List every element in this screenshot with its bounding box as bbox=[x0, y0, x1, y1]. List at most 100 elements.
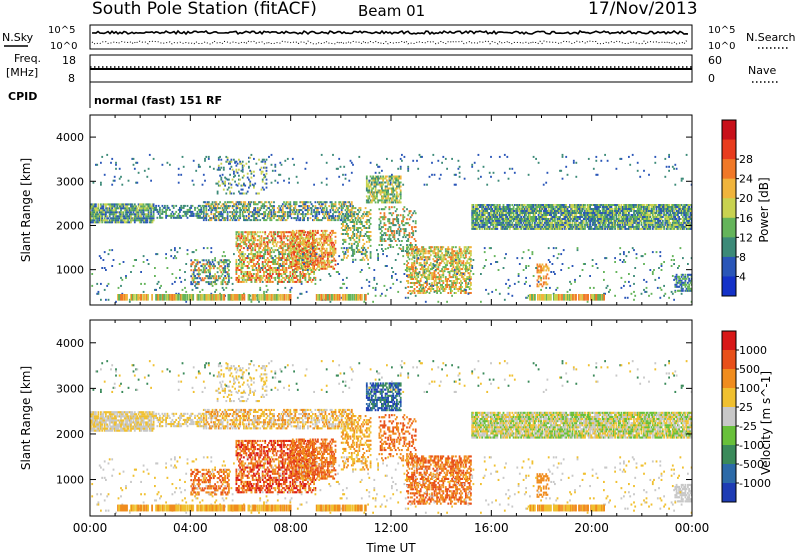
data-cell bbox=[257, 243, 259, 245]
data-cell bbox=[368, 219, 370, 221]
data-cell bbox=[469, 256, 471, 258]
data-cell bbox=[357, 231, 359, 233]
data-cell bbox=[379, 224, 381, 226]
data-cell bbox=[366, 257, 368, 259]
data-cell bbox=[351, 211, 353, 213]
data-cell bbox=[273, 235, 275, 237]
data-cell bbox=[283, 241, 285, 243]
data-cell bbox=[220, 177, 222, 179]
data-cell bbox=[414, 290, 416, 292]
data-cell bbox=[351, 235, 353, 237]
data-cell bbox=[419, 288, 421, 290]
data-cell bbox=[366, 255, 368, 257]
data-cell bbox=[407, 262, 409, 264]
data-cell bbox=[518, 216, 520, 218]
data-cell bbox=[192, 263, 194, 265]
data-cell bbox=[197, 263, 199, 265]
data-cell bbox=[341, 209, 343, 211]
data-cell bbox=[437, 272, 439, 274]
data-cell bbox=[368, 237, 370, 239]
data-cell bbox=[327, 238, 329, 240]
data-cell bbox=[287, 201, 289, 203]
data-cell bbox=[310, 230, 312, 232]
data-cell bbox=[479, 228, 481, 230]
data-cell bbox=[259, 271, 261, 273]
data-cell bbox=[415, 270, 417, 272]
data-cell bbox=[405, 230, 407, 232]
data-cell bbox=[251, 239, 253, 241]
data-cell bbox=[429, 270, 431, 272]
data-cell bbox=[465, 252, 467, 254]
data-cell bbox=[114, 205, 116, 207]
data-cell bbox=[331, 219, 333, 221]
data-cell bbox=[268, 259, 270, 261]
data-cell bbox=[533, 206, 535, 208]
data-cell bbox=[253, 171, 255, 173]
data-cell bbox=[407, 222, 409, 224]
data-cell bbox=[392, 212, 394, 214]
data-cell bbox=[271, 231, 273, 233]
data-cell bbox=[407, 254, 409, 256]
data-cell bbox=[278, 275, 280, 277]
data-cell bbox=[215, 277, 217, 279]
data-cell bbox=[254, 231, 256, 233]
data-cell bbox=[317, 232, 319, 234]
data-cell bbox=[262, 187, 264, 189]
data-cell bbox=[200, 207, 202, 209]
data-cell bbox=[225, 277, 227, 279]
data-cell bbox=[274, 241, 276, 243]
data-cell bbox=[242, 251, 244, 253]
data-cell bbox=[242, 279, 244, 281]
data-cell bbox=[450, 288, 452, 290]
data-cell bbox=[353, 233, 355, 235]
data-cell bbox=[439, 290, 441, 292]
data-cell bbox=[248, 233, 250, 235]
data-cell bbox=[282, 249, 284, 251]
data-cell bbox=[379, 208, 381, 210]
data-cell bbox=[389, 199, 391, 201]
data-cell bbox=[305, 207, 307, 209]
data-cell bbox=[239, 215, 241, 217]
data-cell bbox=[348, 243, 350, 245]
data-cell bbox=[499, 220, 501, 222]
data-cell bbox=[237, 237, 239, 239]
data-cell bbox=[337, 209, 339, 211]
data-cell bbox=[404, 206, 406, 208]
data-cell bbox=[192, 283, 194, 285]
beam-label: Beam 01 bbox=[358, 2, 425, 20]
data-cell bbox=[219, 169, 221, 171]
data-cell bbox=[277, 233, 279, 235]
data-cell bbox=[353, 221, 355, 223]
data-cell bbox=[381, 186, 383, 188]
data-cell bbox=[481, 228, 483, 230]
data-cell bbox=[308, 205, 310, 207]
data-cell bbox=[325, 266, 327, 268]
data-cell bbox=[165, 217, 167, 219]
data-cell bbox=[400, 182, 402, 184]
data-cell bbox=[410, 254, 412, 256]
data-cell bbox=[263, 159, 265, 161]
data-cell bbox=[222, 273, 224, 275]
data-cell bbox=[159, 209, 161, 211]
data-cell bbox=[368, 227, 370, 229]
data-cell bbox=[218, 263, 220, 265]
data-cell bbox=[505, 214, 507, 216]
data-cell bbox=[222, 181, 224, 183]
data-cell bbox=[312, 262, 314, 264]
data-cell bbox=[335, 260, 337, 262]
data-cell bbox=[263, 255, 265, 257]
data-cell bbox=[267, 243, 269, 245]
data-cell bbox=[234, 217, 236, 219]
data-cell bbox=[519, 214, 521, 216]
data-cell bbox=[513, 212, 515, 214]
data-cell bbox=[239, 207, 241, 209]
data-cell bbox=[296, 219, 298, 221]
data-cell bbox=[218, 267, 220, 269]
data-cell bbox=[347, 249, 349, 251]
data-cell bbox=[118, 219, 120, 221]
data-cell bbox=[138, 205, 140, 207]
data-cell bbox=[307, 254, 309, 256]
data-cell bbox=[311, 203, 313, 205]
data-cell bbox=[264, 279, 266, 281]
data-cell bbox=[365, 233, 367, 235]
